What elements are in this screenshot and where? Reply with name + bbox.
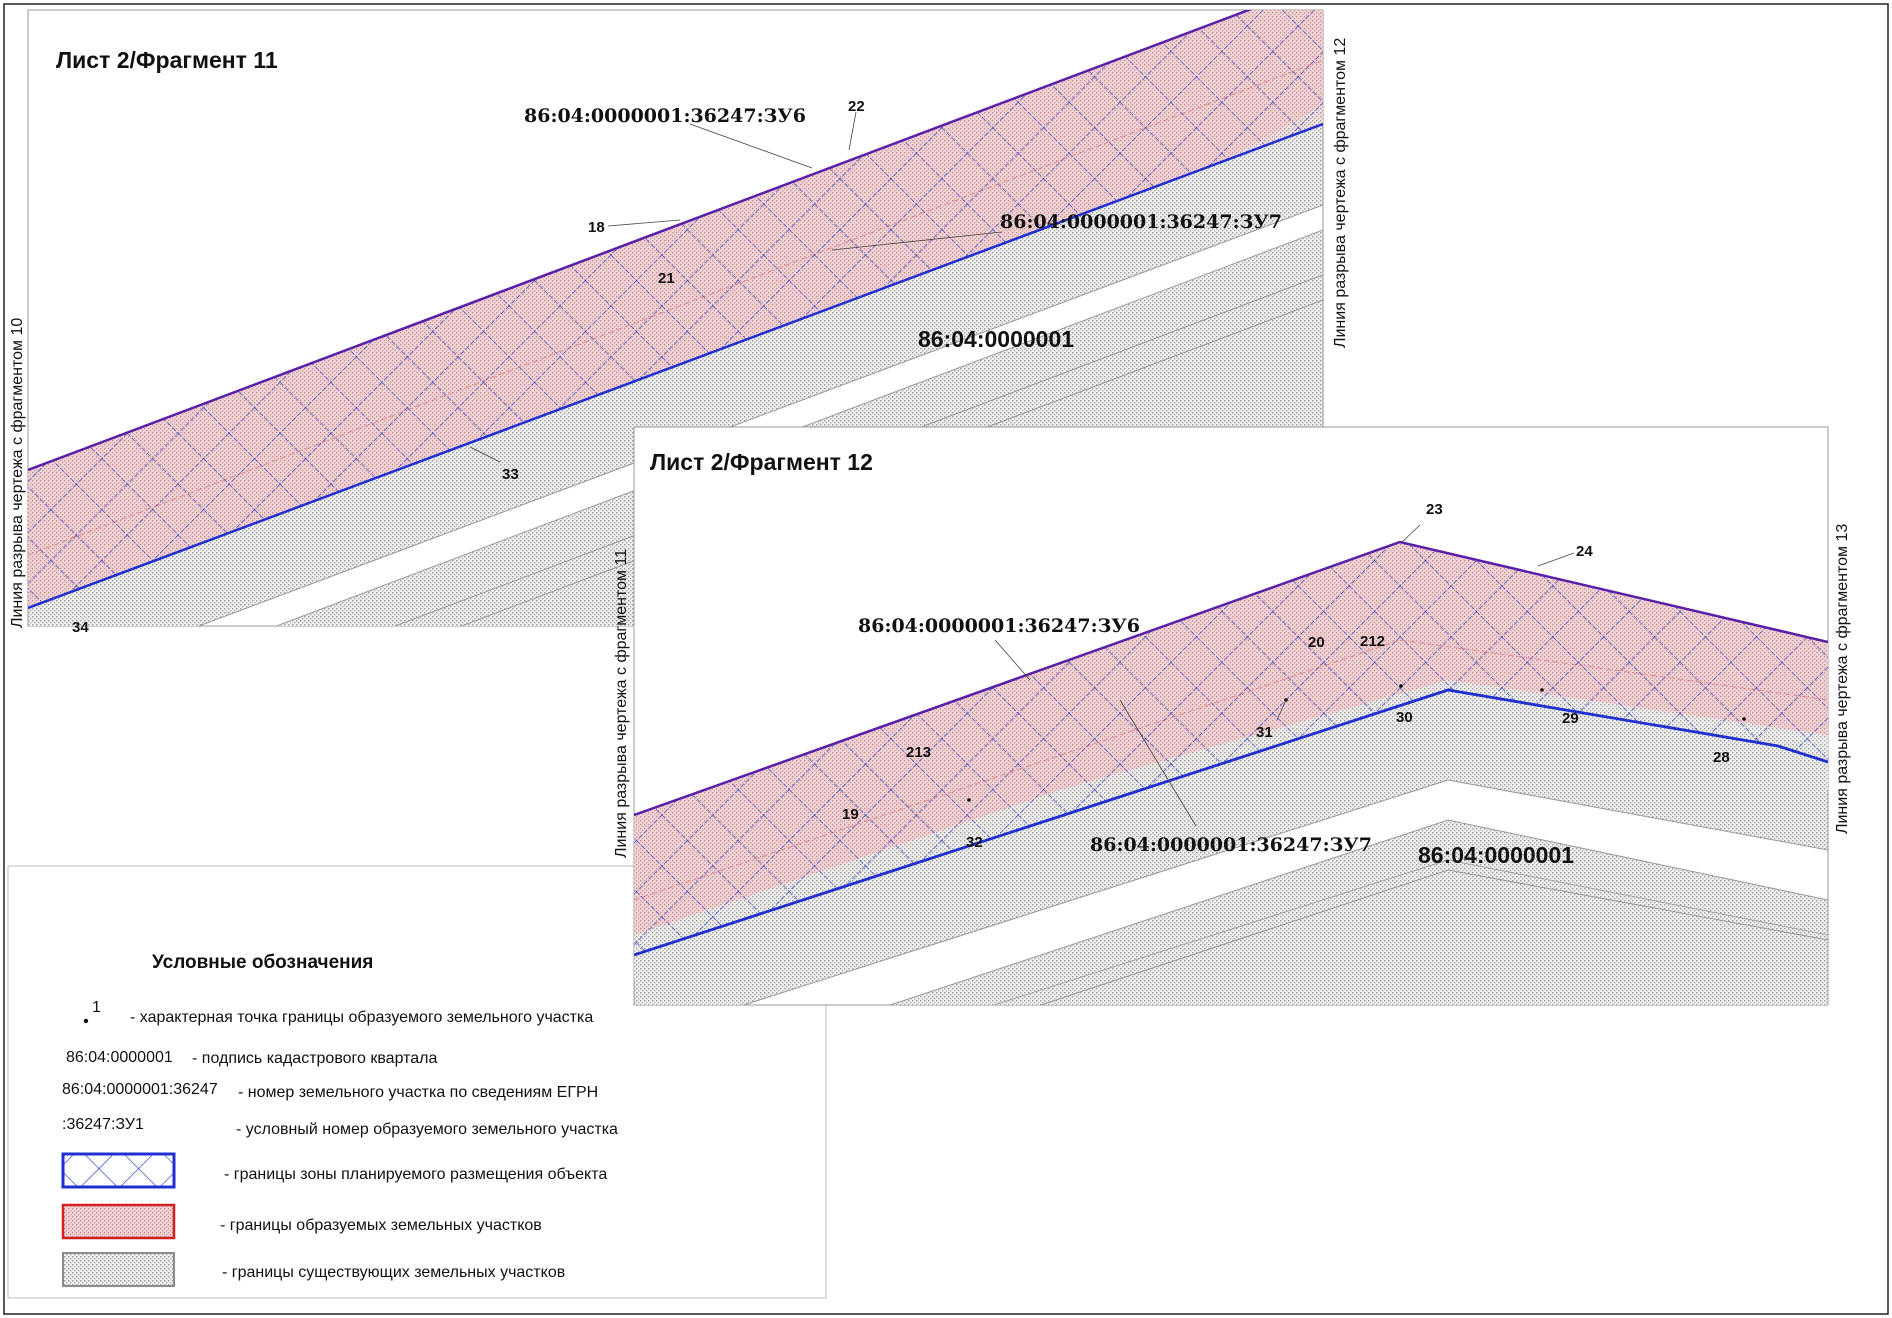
point-label: 23 <box>1426 501 1443 518</box>
point-label: 29 <box>1562 710 1579 727</box>
break-line-label-right: Линия разрыва чертежа с фрагментом 12 <box>1332 38 1349 348</box>
point-label: 34 <box>72 619 89 636</box>
planned-zone-area <box>634 542 1828 955</box>
point-label: 32 <box>966 834 983 851</box>
point-label: 30 <box>1396 709 1413 726</box>
planned-zone-area <box>28 10 1323 608</box>
point-label: 212 <box>1360 633 1385 650</box>
point-label: 22 <box>848 98 865 115</box>
zone-boundary-line <box>28 122 1323 610</box>
legend-text: - подпись кадастрового квартала <box>192 1050 438 1067</box>
legend-text: - условный номер образуемого земельного … <box>236 1121 618 1138</box>
point-label: 19 <box>842 806 859 823</box>
fragment-11: Лист 2/Фрагмент 11 86:04:0000001:36247:З… <box>9 9 1349 636</box>
point-label: 21 <box>658 270 675 287</box>
parcel-label-zu6: 86:04:0000001:36247:ЗУ6 <box>524 105 806 127</box>
parcel-label-zu6: 86:04:0000001:36247:ЗУ6 <box>858 615 1140 637</box>
fragment-12: Лист 2/Фрагмент 12 86:04:0000001:36247:З… <box>613 426 1851 1006</box>
break-line-label-right: Линия разрыва чертежа с фрагментом 13 <box>1834 524 1851 834</box>
legend-text: - границы существующих земельных участко… <box>222 1264 565 1281</box>
legend-sample: 1 <box>92 999 101 1016</box>
cadastral-quarter-label: 86:04:0000001 <box>1418 842 1574 868</box>
legend-text: - характерная точка границы образуемого … <box>130 1009 593 1026</box>
upper-boundary-line <box>28 10 1253 472</box>
legend-text: - номер земельного участка по сведениям … <box>238 1084 598 1101</box>
parcel-label-zu7: 86:04:0000001:36247:ЗУ7 <box>1000 211 1282 233</box>
point-label: 213 <box>906 744 931 761</box>
legend-text: - границы образуемых земельных участков <box>220 1217 542 1234</box>
fragment-11-title: Лист 2/Фрагмент 11 <box>56 47 278 73</box>
zone-boundary-line <box>634 688 1828 957</box>
characteristic-point-sample <box>83 1018 89 1024</box>
point-label: 18 <box>588 219 605 236</box>
parcel-label-zu7: 86:04:0000001:36247:ЗУ7 <box>1090 834 1372 856</box>
cadastral-quarter-label: 86:04:0000001 <box>918 326 1074 352</box>
legend-text: - границы зоны планируемого размещения о… <box>224 1166 607 1183</box>
legend-sample: :36247:ЗУ1 <box>62 1116 144 1133</box>
legend-title: Условные обозначения <box>152 952 373 973</box>
existing-parcel-swatch <box>62 1252 175 1287</box>
break-line-label-left: Линия разрыва чертежа с фрагментом 11 <box>613 549 630 858</box>
legend-sample: 86:04:0000001:36247 <box>62 1081 218 1098</box>
point-label: 20 <box>1308 634 1325 651</box>
point-label: 28 <box>1713 749 1730 766</box>
formed-parcel-swatch <box>61 1203 176 1240</box>
legend-sample: 86:04:0000001 <box>66 1049 173 1066</box>
break-line-label-left: Линия разрыва чертежа с фрагментом 10 <box>9 318 26 628</box>
planned-zone-swatch <box>61 1152 176 1189</box>
fragment-12-title: Лист 2/Фрагмент 12 <box>650 449 873 475</box>
point-label: 31 <box>1256 724 1273 741</box>
sheet-frame <box>3 3 1889 1315</box>
point-label: 33 <box>502 466 519 483</box>
upper-boundary-line <box>634 540 1828 817</box>
point-label: 24 <box>1576 543 1593 560</box>
